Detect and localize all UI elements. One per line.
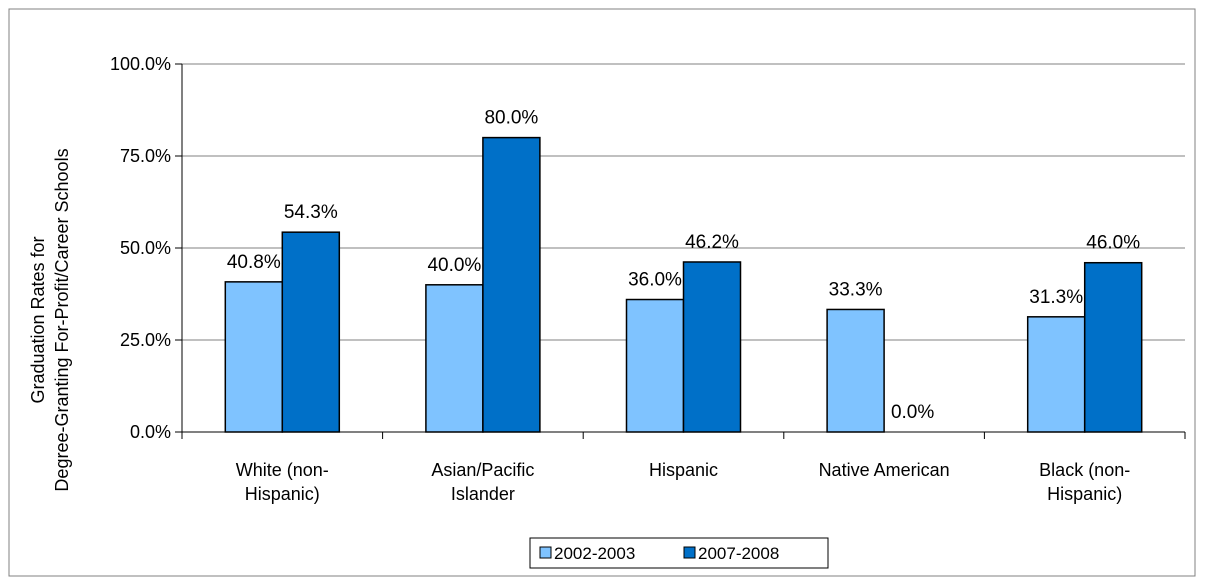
data-label: 0.0%	[891, 402, 934, 423]
chart-border	[8, 8, 1196, 577]
x-category-label: Hispanic	[649, 460, 718, 480]
x-category-label: Asian/Pacific	[431, 460, 534, 480]
legend-swatch	[683, 546, 696, 559]
x-category-label: Black (non-	[1039, 460, 1130, 480]
data-label: 31.3%	[1029, 287, 1083, 308]
data-label: 36.0%	[628, 270, 682, 291]
axes: 0.0% 25.0% 50.0% 75.0% 100.0% White (non- Hisp…	[110, 54, 1186, 504]
bar	[224, 281, 284, 433]
y-tick-label: 75.0%	[120, 146, 171, 166]
data-label: 46.2%	[685, 232, 739, 253]
y-tick-label: 50.0%	[120, 238, 171, 258]
data-label: 80.0%	[484, 108, 538, 129]
legend-swatch	[539, 546, 552, 559]
y-tick-label: 25.0%	[120, 330, 171, 350]
y-tick-label: 0.0%	[130, 422, 171, 442]
bar	[625, 298, 685, 433]
bar	[1026, 316, 1086, 433]
x-category-label: Hispanic)	[1047, 484, 1122, 504]
y-tick-label: 100.0%	[110, 54, 171, 74]
bar	[281, 231, 341, 433]
y-axis-title: Graduation Rates for Degree-Granting For-…	[28, 148, 72, 491]
y-axis-title-group: Graduation Rates for Degree-Granting For-…	[28, 148, 72, 491]
legend-entry-label: 2007-2008	[698, 544, 779, 563]
data-label: 46.0%	[1086, 233, 1140, 254]
x-category-label: Islander	[451, 484, 515, 504]
data-label: 33.3%	[829, 279, 883, 300]
data-labels: 40.8% 54.3% 40.0% 80.0% 36.0%46.2% 33.3% 0.0% 3…	[227, 108, 1140, 423]
bars	[224, 136, 1143, 433]
legend-entry-label: 2002-2003	[554, 544, 635, 563]
y-axis-title-line: Degree-Granting For-Profit/Career School…	[52, 148, 72, 491]
data-label: 54.3%	[284, 202, 338, 223]
x-category-label: Native American	[819, 460, 950, 480]
data-label: 40.0%	[427, 255, 481, 276]
legend: 2002-2003 2007-2008	[529, 537, 829, 569]
legend-box	[529, 537, 829, 569]
x-category-label: White (non-	[236, 460, 329, 480]
data-label: 40.8%	[227, 252, 281, 273]
x-category-label: Hispanic)	[245, 484, 320, 504]
bar	[482, 136, 541, 433]
bar	[425, 284, 484, 433]
y-axis-title-line: Graduation Rates for	[28, 236, 48, 403]
bar	[826, 308, 885, 433]
bar	[1083, 261, 1143, 433]
bar	[682, 261, 742, 433]
